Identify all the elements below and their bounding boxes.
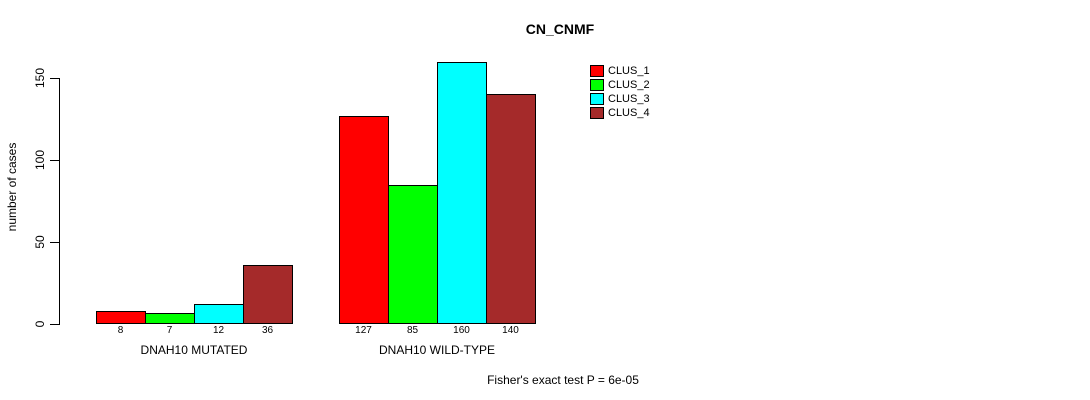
bar-value-label: 36 <box>261 325 274 336</box>
bar-value-label: 140 <box>502 325 519 336</box>
bar-clus-4-dnah10-mutated <box>243 264 293 324</box>
y-axis-tick-label: 150 <box>33 67 47 89</box>
bar-value-label: 8 <box>117 325 124 336</box>
legend-swatch <box>590 65 604 77</box>
bar-clus-2-dnah10-mutated <box>145 312 195 324</box>
bar-clus-2-dnah10-wild-type <box>388 184 438 324</box>
legend-swatch <box>590 107 604 119</box>
bar-clus-1-dnah10-mutated <box>96 310 146 324</box>
bar-value-label: 160 <box>453 325 470 336</box>
x-axis-group-label: DNAH10 MUTATED <box>140 343 248 357</box>
annotation-text: Fisher's exact test P = 6e-05 <box>487 373 639 387</box>
bar-value-label: 127 <box>355 325 372 336</box>
legend: CLUS_1 CLUS_2 CLUS_3 CLUS_4 <box>590 65 650 121</box>
y-axis-tick <box>50 78 60 79</box>
legend-swatch <box>590 93 604 105</box>
legend-label: CLUS_1 <box>608 65 650 77</box>
bar-value-label: 85 <box>406 325 419 336</box>
legend-swatch <box>590 79 604 91</box>
bar-clus-3-dnah10-mutated <box>194 304 244 324</box>
bar-clus-4-dnah10-wild-type <box>486 94 536 324</box>
y-axis-tick-label: 50 <box>33 235 47 249</box>
legend-item: CLUS_3 <box>590 93 650 105</box>
bar-clus-1-dnah10-wild-type <box>339 115 389 324</box>
legend-item: CLUS_1 <box>590 65 650 77</box>
y-axis-line <box>59 78 60 325</box>
chart-title: CN_CNMF <box>525 21 595 37</box>
y-axis-tick <box>50 242 60 243</box>
legend-item: CLUS_2 <box>590 79 650 91</box>
legend-label: CLUS_3 <box>608 93 650 105</box>
y-axis-tick <box>50 324 60 325</box>
legend-label: CLUS_2 <box>608 79 650 91</box>
y-axis-label: number of cases <box>5 142 19 232</box>
bar-value-label: 7 <box>166 325 173 336</box>
y-axis-tick-label: 0 <box>33 320 47 328</box>
legend-label: CLUS_4 <box>608 107 650 119</box>
y-axis-tick <box>50 160 60 161</box>
bar-clus-3-dnah10-wild-type <box>437 61 487 324</box>
x-axis-group-label: DNAH10 WILD-TYPE <box>378 343 496 357</box>
bar-value-label: 12 <box>212 325 225 336</box>
y-axis-tick-label: 100 <box>33 149 47 171</box>
legend-item: CLUS_4 <box>590 107 650 119</box>
